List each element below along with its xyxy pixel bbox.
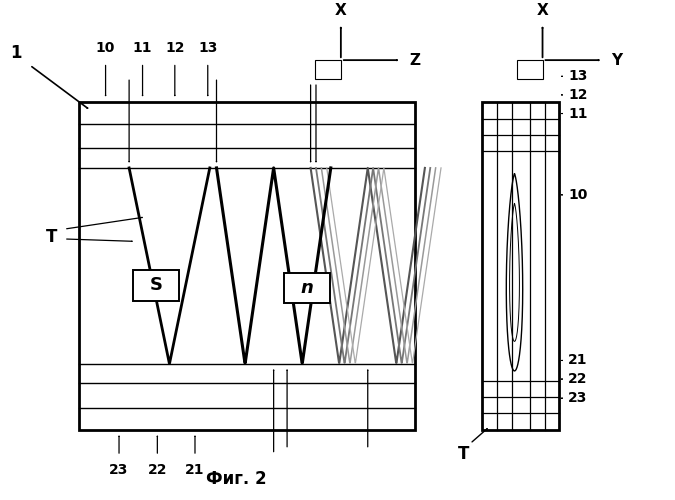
Text: 21: 21 [185,464,205,477]
Text: 22: 22 [568,372,587,386]
Bar [517,60,543,78]
Text: 1: 1 [10,44,22,62]
Text: S: S [149,276,163,294]
Text: 12: 12 [165,41,184,55]
Text: n: n [301,279,314,297]
Text: 11: 11 [568,106,587,120]
Bar [79,102,415,430]
Text: 10: 10 [96,41,115,55]
Text: 13: 13 [198,41,217,55]
Text: X: X [537,4,548,18]
Bar [284,273,330,303]
Text: T: T [458,444,469,462]
Text: 11: 11 [133,41,153,55]
Text: Фиг. 2: Фиг. 2 [207,470,267,488]
Text: T: T [46,228,57,246]
Text: 13: 13 [568,70,587,84]
Text: Y: Y [611,52,622,68]
Bar [482,102,560,430]
Text: Z: Z [410,52,421,68]
Bar [133,270,179,300]
Text: 10: 10 [568,188,587,202]
Text: 22: 22 [148,464,167,477]
Text: 12: 12 [568,88,587,102]
Text: 23: 23 [568,391,587,405]
Text: 21: 21 [568,354,587,368]
Text: 23: 23 [109,464,129,477]
Text: X: X [335,4,347,18]
Bar [315,60,341,78]
